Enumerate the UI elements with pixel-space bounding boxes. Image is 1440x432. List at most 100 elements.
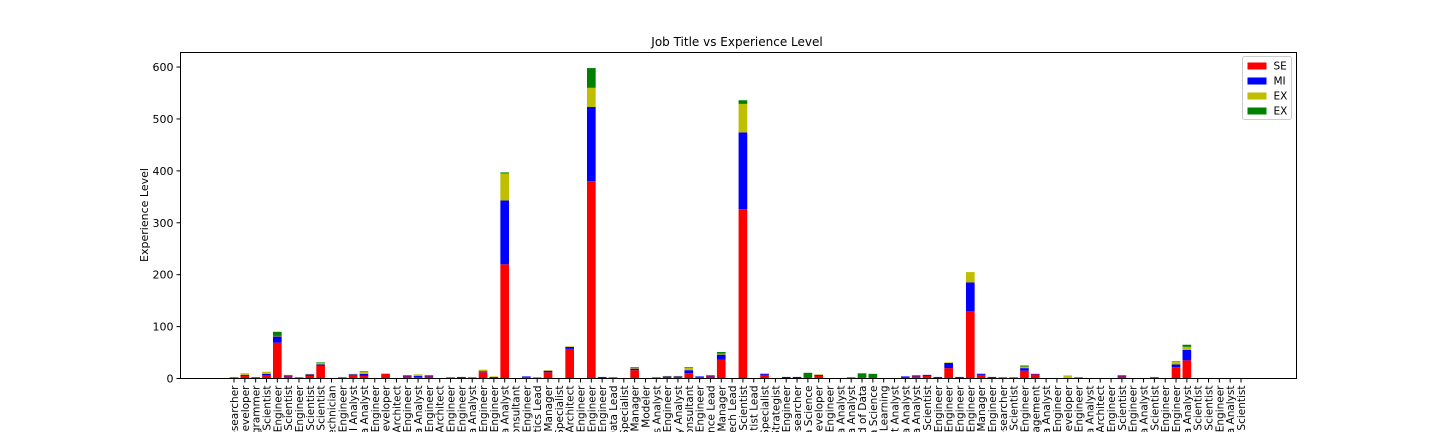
bar-segment-mi-1	[987, 376, 997, 378]
x-tick-label: a Analyst	[1084, 386, 1096, 432]
x-tick-label: Scientist	[316, 386, 328, 431]
bar-segment-mi-1	[597, 376, 607, 378]
bar-segment-ex-2	[500, 173, 510, 201]
bar-segment-mi-1	[316, 364, 325, 366]
bar-segment-ex-2	[1020, 366, 1029, 369]
bar-segment-mi-1	[944, 362, 953, 369]
y-axis: 0 100 200 300 400 500 600	[153, 61, 181, 386]
bar-segment-mi-1	[1150, 377, 1159, 379]
x-tick-label: tist Lead	[749, 386, 761, 431]
bar-segment-ex-2	[262, 371, 271, 374]
bar-segment-ex-2	[229, 376, 239, 378]
x-tick-label: Strategist	[770, 386, 782, 432]
bar-segment-mi-1	[1171, 364, 1181, 368]
bar-segment-se-0	[348, 375, 358, 379]
bar-segment-ex-2	[1182, 346, 1192, 350]
x-tick-label: a Analyst	[900, 386, 912, 432]
x-tick-label: Scientist	[1193, 386, 1205, 431]
bar-segment-se-0	[1171, 367, 1181, 379]
legend-swatch	[1247, 62, 1267, 70]
x-tick-label: echnician	[326, 386, 338, 432]
x-tick-label: Scientist	[1204, 386, 1216, 431]
legend-label: SE	[1274, 61, 1287, 73]
x-tick-label: Engineer	[1052, 385, 1064, 432]
bar-segment-ex-2	[965, 272, 975, 283]
bar-segment-ex-2	[1063, 375, 1073, 378]
bar-segment-ex-3	[586, 68, 596, 88]
bar-segment-mi-1	[933, 376, 943, 378]
bar-segment-mi-1	[1030, 373, 1040, 375]
x-tick-label: Engineer	[446, 385, 458, 432]
bar-segment-mi-1	[911, 375, 921, 377]
x-tick-label: Engineer	[954, 385, 966, 432]
legend-label: EX	[1274, 106, 1288, 118]
x-tick-label: Developer	[381, 385, 393, 432]
x-tick-label: Engineer	[294, 385, 306, 432]
x-tick-label: esearcher	[229, 385, 241, 432]
bar-segment-se-0	[381, 373, 390, 379]
x-tick-label: Engineer	[586, 385, 598, 432]
bar-segment-ex-2	[716, 353, 726, 355]
bar-segment-se-0	[283, 376, 293, 379]
bar-segment-ex-2	[673, 375, 683, 377]
bar-segment-se-0	[716, 359, 726, 379]
bar-segment-se-0	[922, 375, 932, 379]
x-tick-label: Specialist	[619, 386, 631, 432]
bar-segment-ex-2	[478, 369, 488, 372]
bar-segment-se-0	[424, 376, 434, 379]
bar-segment-mi-1	[792, 376, 802, 378]
bar-segment-mi-1	[457, 376, 466, 378]
bar-segment-ex-3	[716, 352, 726, 354]
x-tick-label: Scientist	[1236, 386, 1248, 431]
x-tick-label: t Analyst	[890, 386, 902, 432]
bar-segment-ex-3	[803, 372, 813, 378]
bar-segment-ex-2	[348, 373, 358, 375]
x-tick-label: Scientist	[922, 386, 934, 431]
bar-segment-ex-2	[976, 373, 986, 374]
bar-segment-se-0	[630, 370, 639, 379]
bar-segment-mi-1	[976, 373, 986, 375]
bar-segment-se-0	[955, 377, 964, 379]
bar-segment-mi-1	[706, 375, 715, 377]
bar-segment-mi-1	[272, 336, 282, 343]
bar-segment-mi-1	[760, 373, 769, 375]
bar-segment-ex-2	[413, 374, 423, 376]
x-tick-label: a Analyst	[1041, 386, 1053, 432]
bar-segment-se-0	[500, 264, 510, 379]
x-tick-label: Developer	[814, 385, 826, 432]
x-tick-label: Engineer	[272, 385, 284, 432]
bar-segment-ex-2	[305, 373, 315, 375]
bar-segment-ex-2	[359, 371, 369, 374]
x-tick-label: Learning	[879, 386, 891, 432]
bar-segment-se-0	[359, 375, 369, 379]
y-tick-label: 0	[167, 373, 174, 386]
x-tick-label: Engineer	[944, 385, 956, 432]
x-tick-label: a Analyst	[359, 386, 371, 432]
bar-segment-ex-2	[240, 373, 250, 375]
bar-segment-mi-1	[781, 376, 791, 378]
bar-segment-ex-3	[1182, 344, 1192, 347]
bar-segment-se-0	[565, 348, 574, 379]
bar-segment-ex-3	[359, 371, 369, 372]
x-tick-label: Scientist	[283, 386, 295, 431]
bar-segment-se-0	[1182, 360, 1192, 379]
x-tick-label: a Analyst	[835, 386, 847, 432]
x-tick-label: Architect	[391, 386, 403, 432]
x-tick-label: Developer	[240, 385, 252, 432]
x-tick-label: d of Data	[857, 386, 869, 432]
bar-segment-se-0	[911, 376, 921, 379]
bar-segment-se-0	[489, 377, 499, 379]
bar-segment-mi-1	[738, 132, 748, 210]
bar-segment-ex-2	[565, 346, 574, 347]
x-tick-label: I Analyst	[348, 386, 360, 431]
x-tick-label: Developer	[1063, 385, 1075, 432]
bar-segment-mi-1	[955, 376, 964, 378]
bar-segment-mi-1	[1009, 377, 1018, 379]
x-tick-label: Engineer	[521, 385, 533, 432]
y-tick-label: 100	[153, 321, 174, 334]
bar-segment-ex-2	[316, 362, 325, 365]
x-tick-label: Architect	[435, 386, 447, 432]
x-tick-label: Engineer	[965, 385, 977, 432]
x-tick-label: Engineer	[424, 385, 436, 432]
